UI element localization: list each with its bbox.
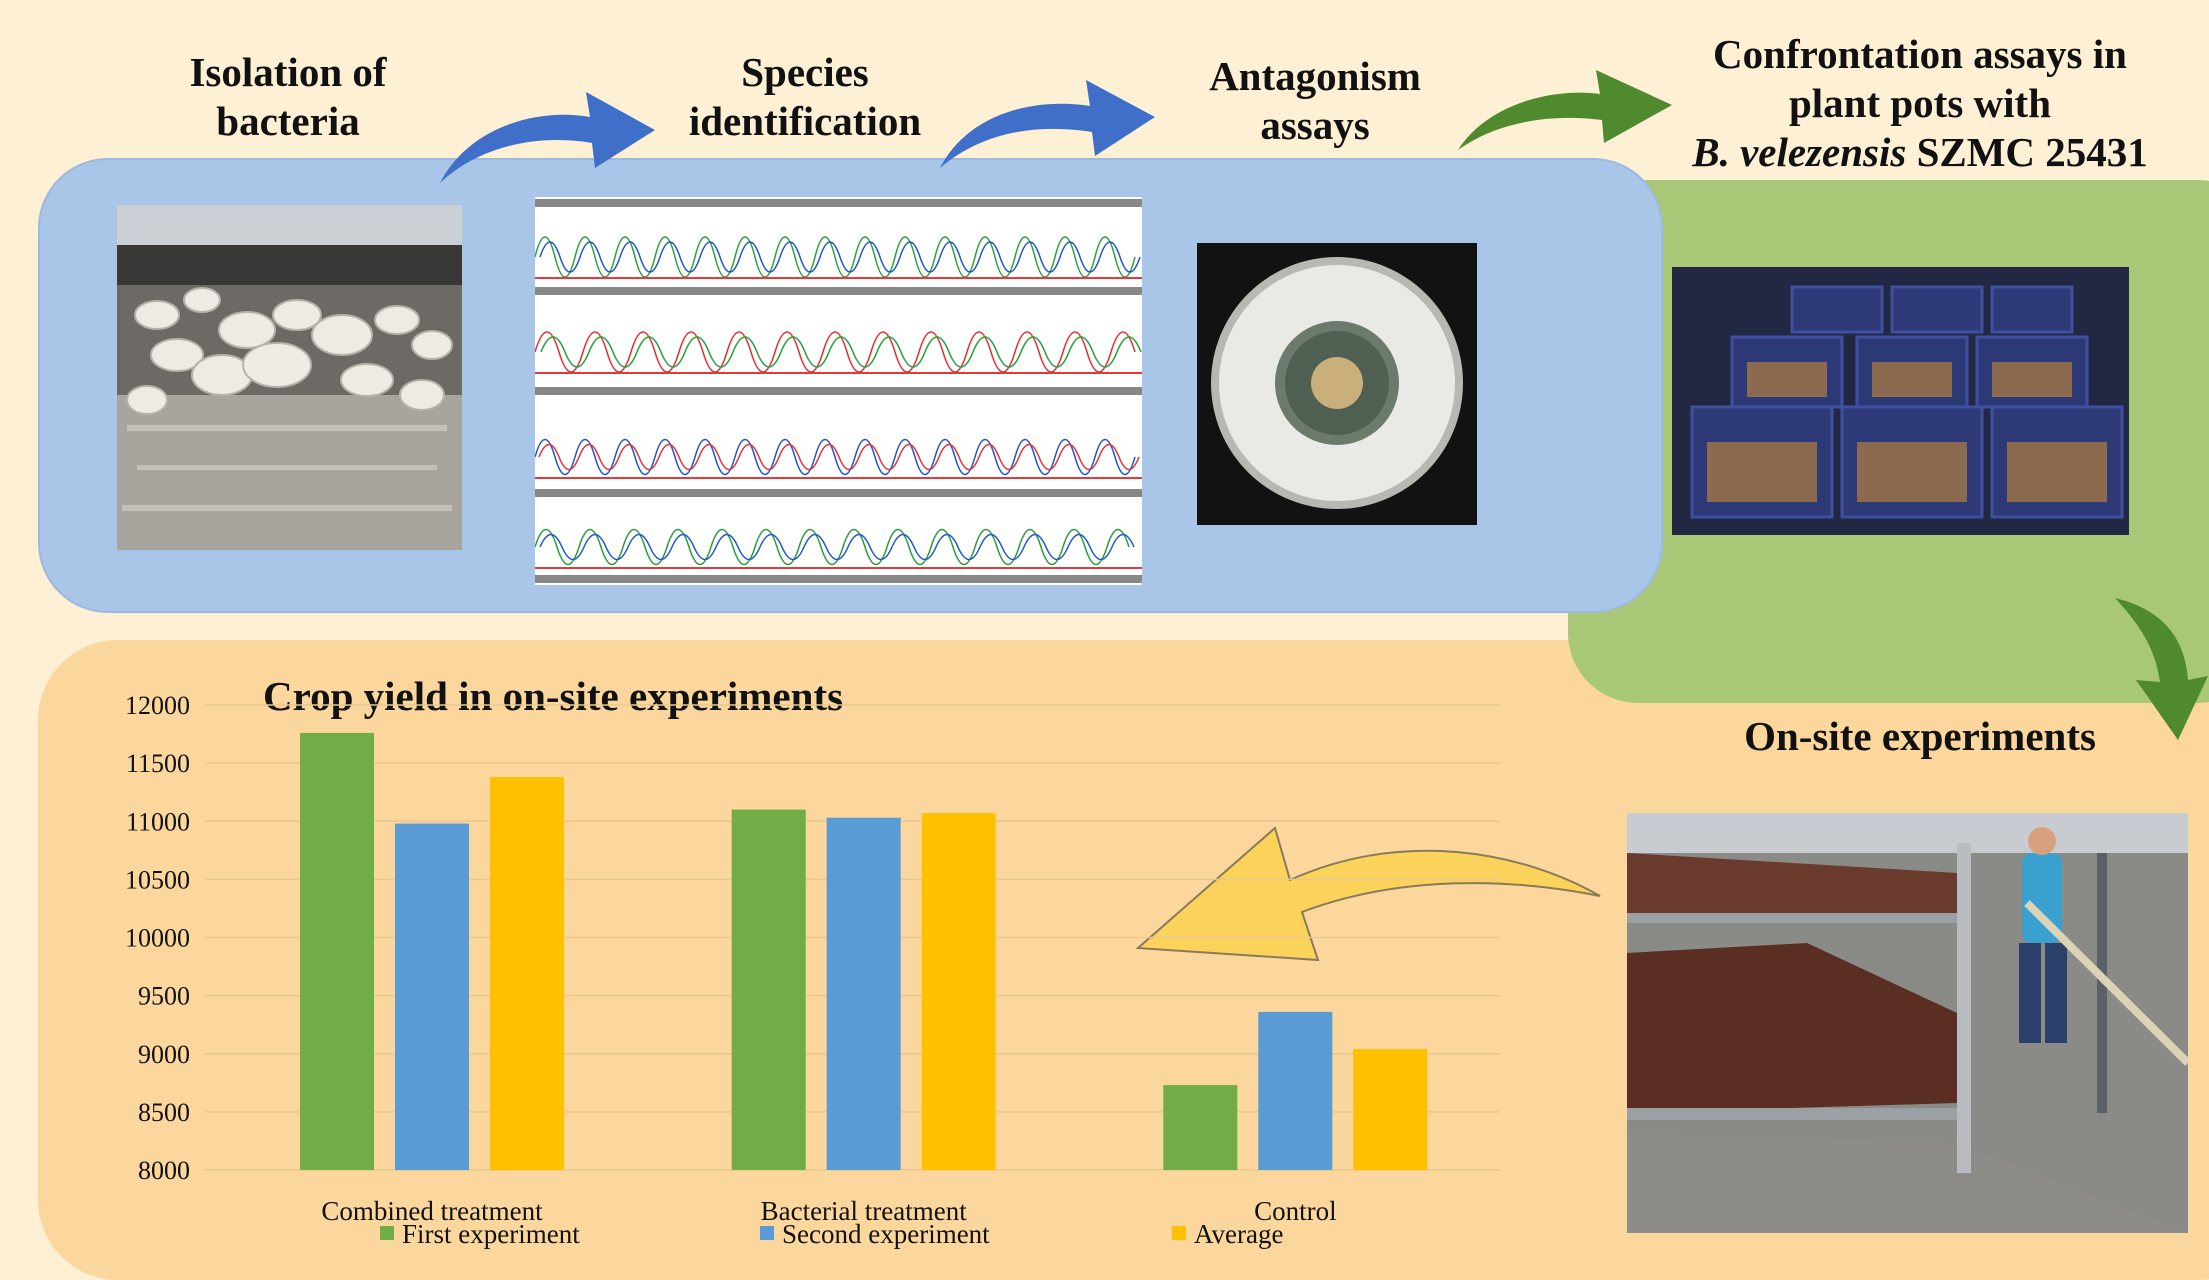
confrontation-line-3: B. velezensis SZMC 25431 — [1660, 128, 2180, 177]
confrontation-line-1: Confrontation assays in — [1713, 31, 2127, 77]
y-tick-label: 8500 — [138, 1098, 190, 1127]
bar — [731, 809, 806, 1170]
legend-label: Average — [1194, 1219, 1283, 1249]
y-tick-label: 9500 — [138, 982, 190, 1011]
y-tick-label: 10000 — [125, 924, 190, 953]
legend-swatch — [380, 1226, 394, 1240]
y-tick-label: 12000 — [125, 691, 190, 720]
y-tick-label: 11000 — [126, 807, 190, 836]
bar — [490, 777, 564, 1170]
legend-swatch — [760, 1226, 774, 1240]
bar — [921, 813, 996, 1170]
species-name: B. velezensis — [1692, 129, 1907, 176]
bar — [826, 817, 901, 1170]
chart-title: Crop yield in on-site experiments — [263, 673, 844, 719]
mushroom-photo — [117, 205, 462, 550]
step-confrontation-heading: Confrontation assays in plant pots with … — [1660, 30, 2180, 178]
legend-swatch — [1172, 1226, 1186, 1240]
blue-arrow-1 — [440, 92, 655, 183]
strain-name: SZMC 25431 — [1906, 129, 2148, 176]
y-tick-label: 9000 — [138, 1040, 190, 1069]
blue-arrow-2 — [940, 80, 1155, 168]
category-label: Bacterial treatment — [761, 1196, 968, 1226]
category-label: Control — [1254, 1196, 1337, 1226]
bar — [1258, 1011, 1333, 1170]
bar — [300, 732, 374, 1170]
petri-dish-photo — [1197, 243, 1477, 525]
legend-label: First experiment — [402, 1219, 580, 1249]
green-arrow-1 — [1458, 70, 1672, 150]
step-species-heading: Species identification — [688, 49, 922, 145]
green-arrow-2 — [2115, 598, 2208, 740]
bar — [1353, 1049, 1428, 1170]
step-isolation-heading: Isolation of bacteria — [189, 49, 387, 145]
legend-label: Second experiment — [782, 1219, 990, 1249]
confrontation-line-2: plant pots with — [1788, 80, 2051, 127]
chromatogram-image — [535, 197, 1142, 585]
category-label: Combined treatment — [321, 1196, 543, 1226]
step-onsite-heading: On-site experiments — [1744, 713, 2096, 759]
onsite-photo — [1627, 813, 2188, 1233]
y-tick-label: 10500 — [125, 865, 190, 894]
bar — [395, 823, 469, 1170]
plant-pots-photo — [1672, 267, 2129, 535]
y-tick-label: 11500 — [126, 749, 190, 778]
step-antagonism-heading: Antagonism assays — [1209, 53, 1421, 149]
bar — [1163, 1085, 1238, 1170]
yellow-arrow — [1135, 826, 1601, 962]
y-tick-label: 8000 — [138, 1156, 190, 1185]
